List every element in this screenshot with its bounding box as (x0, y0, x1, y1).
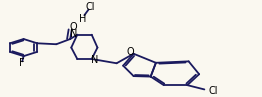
Text: O: O (69, 22, 77, 32)
Text: Cl: Cl (208, 86, 218, 96)
Text: H: H (79, 14, 86, 24)
Text: N: N (91, 55, 98, 65)
Text: O: O (127, 47, 134, 57)
Text: Cl: Cl (86, 2, 95, 12)
Text: F: F (19, 58, 24, 68)
Text: N: N (70, 29, 78, 39)
